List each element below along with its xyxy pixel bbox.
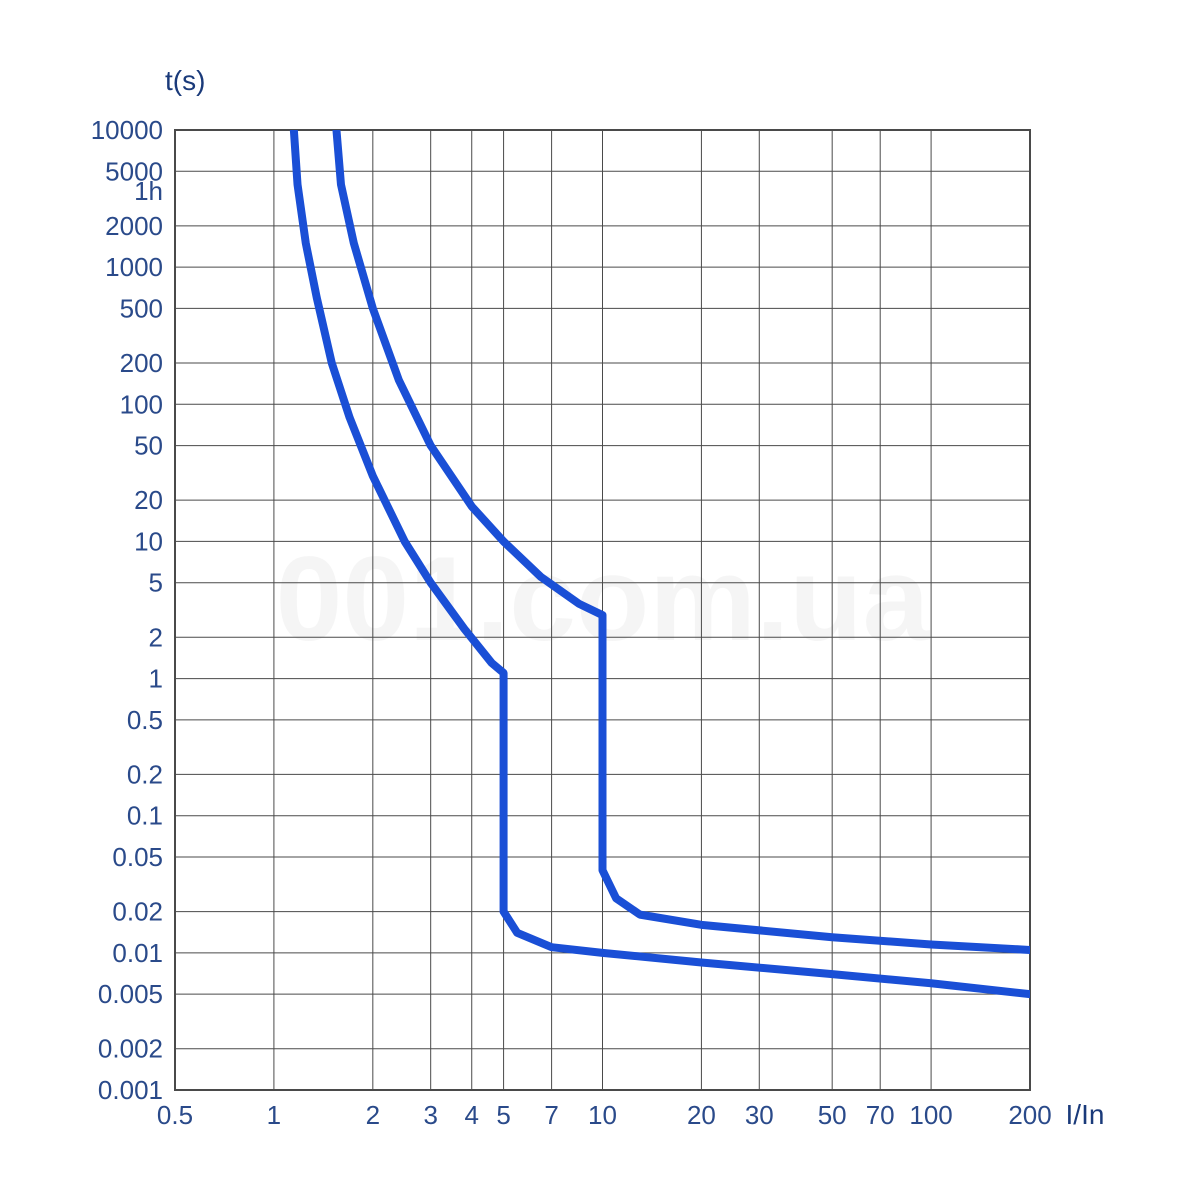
x-tick-label: 2	[366, 1100, 380, 1130]
y-tick-label: 1h	[134, 176, 163, 206]
y-tick-label: 2	[149, 622, 163, 652]
y-tick-label: 1	[149, 664, 163, 694]
y-tick-label: 100	[120, 389, 163, 419]
y-tick-label: 0.5	[127, 705, 163, 735]
chart-svg: 001.com.ua0.5123457102030507010020010000…	[0, 0, 1200, 1200]
y-tick-label: 0.001	[98, 1075, 163, 1105]
y-tick-label: 0.01	[112, 938, 163, 968]
x-tick-label: 100	[909, 1100, 952, 1130]
y-tick-label: 10	[134, 526, 163, 556]
y-tick-label: 0.005	[98, 979, 163, 1009]
x-tick-label: 5	[496, 1100, 510, 1130]
y-tick-label: 0.02	[112, 897, 163, 927]
y-tick-label: 0.1	[127, 801, 163, 831]
y-tick-label: 500	[120, 293, 163, 323]
x-tick-label: 200	[1008, 1100, 1051, 1130]
x-tick-label: 4	[465, 1100, 479, 1130]
y-tick-label: 2000	[105, 211, 163, 241]
y-tick-label: 1000	[105, 252, 163, 282]
x-tick-label: 7	[544, 1100, 558, 1130]
y-tick-label: 20	[134, 485, 163, 515]
y-tick-label: 10000	[91, 115, 163, 145]
y-tick-label: 50	[134, 431, 163, 461]
x-tick-label: 20	[687, 1100, 716, 1130]
y-tick-label: 200	[120, 348, 163, 378]
trip-curve-chart: 001.com.ua0.5123457102030507010020010000…	[0, 0, 1200, 1200]
y-tick-label: 0.05	[112, 842, 163, 872]
x-tick-label: 30	[745, 1100, 774, 1130]
y-tick-label: 0.2	[127, 759, 163, 789]
x-tick-label: 1	[267, 1100, 281, 1130]
x-tick-label: 50	[818, 1100, 847, 1130]
x-tick-label: 10	[588, 1100, 617, 1130]
x-tick-label: 3	[423, 1100, 437, 1130]
y-axis-title: t(s)	[165, 65, 205, 96]
x-axis-title: I/In	[1066, 1099, 1105, 1130]
y-tick-label: 0.002	[98, 1034, 163, 1064]
x-tick-label: 70	[866, 1100, 895, 1130]
y-tick-label: 5	[149, 568, 163, 598]
